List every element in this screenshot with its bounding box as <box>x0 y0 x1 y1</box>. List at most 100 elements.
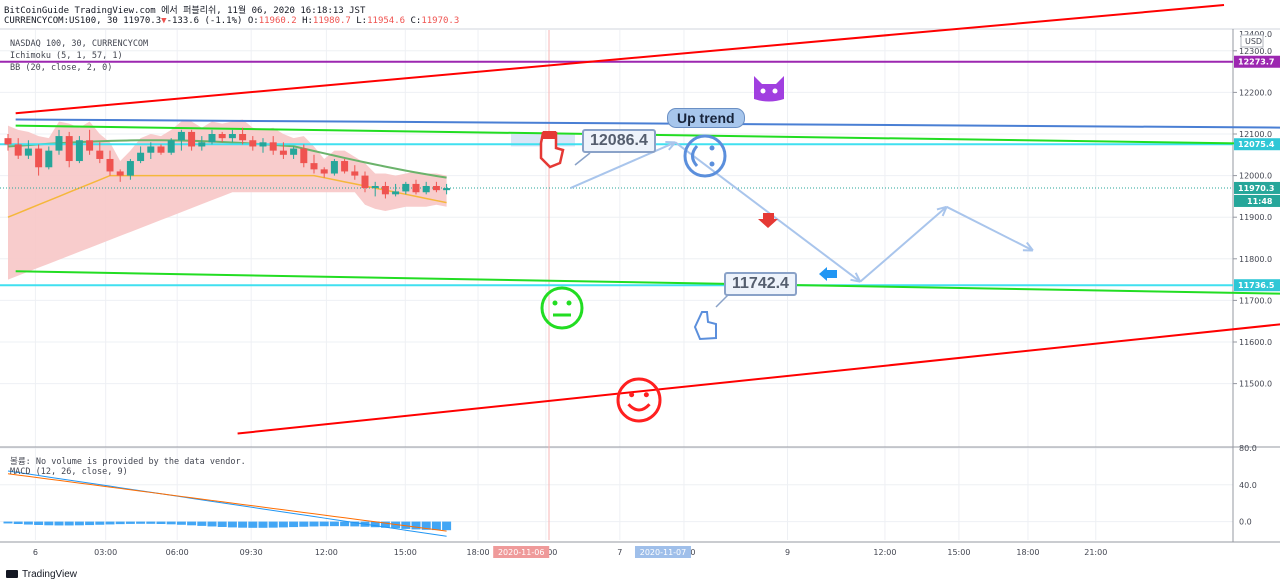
time-tick-5: 15:00 <box>394 548 417 557</box>
red-down-arrow-icon <box>758 213 778 228</box>
macd-pane: 80.0 40.0 0.0 <box>3 444 1257 537</box>
macd-hist-13 <box>136 521 146 524</box>
candle-33 <box>341 158 349 174</box>
macd-hist-41 <box>421 521 431 530</box>
macd-hist-6 <box>64 521 74 526</box>
candle-17 <box>177 129 185 151</box>
trendline-4 <box>15 118 1280 129</box>
candle-2 <box>24 140 32 159</box>
macd-hist-24 <box>248 521 258 528</box>
macd-hist-40 <box>411 521 421 530</box>
indicator-nasdaq[interactable]: NASDAQ 100, 30, CURRENCYCOM <box>10 39 149 49</box>
macd-tick-2: 0.0 <box>1239 518 1252 527</box>
candle-36 <box>371 181 379 197</box>
macd-hist-32 <box>329 521 339 527</box>
macd-hist-14 <box>146 521 156 524</box>
price-label-0: 12273.7 <box>1238 58 1274 67</box>
macd-hist-34 <box>350 521 360 527</box>
macd-hist-16 <box>166 521 176 525</box>
macd-hist-43 <box>442 521 452 531</box>
cat-face-icon <box>754 76 784 102</box>
macd-hist-37 <box>380 521 390 528</box>
candle-35 <box>361 171 369 193</box>
candle-18 <box>188 129 196 151</box>
currency-label: USD <box>1245 37 1262 46</box>
callout-pointer-2 <box>715 294 729 308</box>
candle-38 <box>392 183 400 197</box>
time-tick-13: 18:00 <box>1016 548 1039 557</box>
callout-11742[interactable]: 11742.4 <box>724 272 797 296</box>
price-label-3: 11736.5 <box>1238 281 1275 290</box>
ohlc-header: CURRENCYCOM:US100, 30 11970.3▼-133.6 (-1… <box>4 16 460 26</box>
time-tick-4: 12:00 <box>315 548 338 557</box>
macd-hist-19 <box>197 521 207 526</box>
ichimoku-cloud <box>8 119 447 280</box>
time-tick-8: 7 <box>617 548 622 557</box>
candles <box>4 127 451 199</box>
candle-21 <box>218 131 226 143</box>
candle-10 <box>106 150 114 176</box>
projection-arrowhead-0 <box>665 140 677 151</box>
price-label-1: 12075.4 <box>1238 140 1275 149</box>
candle-9 <box>96 142 104 164</box>
macd-hist-3 <box>34 521 44 525</box>
candle-40 <box>412 179 420 195</box>
time-tick-6: 18:00 <box>467 548 490 557</box>
projection-arrowhead-1 <box>850 272 862 283</box>
macd-hist-38 <box>391 521 401 529</box>
macd-hist-20 <box>207 521 217 527</box>
price-axis: 12300.0 12200.0 12100.0 12000.0 11900.0 11800… <box>1233 30 1272 389</box>
time-tick-12: 15:00 <box>947 548 970 557</box>
macd-line <box>7 470 447 537</box>
countdown-label: 11:48 <box>1247 197 1273 206</box>
price-tick-3: 12000.0 <box>1239 172 1272 181</box>
candle-31 <box>320 167 328 178</box>
candle-25 <box>259 138 267 153</box>
macd-hist-36 <box>370 521 380 528</box>
macd-label[interactable]: MACD (12, 26, close, 9) <box>10 467 128 477</box>
macd-hist-27 <box>278 521 288 528</box>
change-down-icon: ▼ <box>161 16 167 26</box>
candle-0 <box>4 134 12 151</box>
macd-hist-17 <box>176 521 186 525</box>
time-tick-3: 09:30 <box>240 548 263 557</box>
macd-hist-42 <box>431 521 441 531</box>
projection-arrow-1 <box>674 141 861 283</box>
price-tick-6: 11700.0 <box>1239 296 1272 305</box>
macd-hist-4 <box>44 521 54 526</box>
publish-header: BitCoinGuide TradingView.com 에서 퍼블리쉬, 11… <box>4 3 365 16</box>
price-label-bg-0 <box>1234 55 1280 68</box>
price-tick-2: 12100.0 <box>1239 130 1272 139</box>
macd-hist-8 <box>85 521 95 526</box>
macd-hist-15 <box>156 521 166 524</box>
candle-5 <box>55 129 63 155</box>
candle-24 <box>249 136 257 151</box>
hand-down-icon <box>539 131 565 169</box>
callout-12086[interactable]: 12086.4 <box>582 129 656 153</box>
date-highlight-1: 2020-11-07 <box>640 548 687 557</box>
up-trend-bubble[interactable]: Up trend <box>667 108 745 128</box>
close-value: 11970.3 <box>421 16 460 26</box>
candle-8 <box>86 129 94 155</box>
macd-signal-line <box>7 473 447 532</box>
macd-hist-29 <box>299 521 309 527</box>
macd-hist-11 <box>115 521 125 525</box>
price-label-bg-1 <box>1234 138 1280 151</box>
time-tick-10: 9 <box>785 548 790 557</box>
indicator-bb[interactable]: BB (20, close, 2, 0) <box>10 63 113 73</box>
open-value: 11960.2 <box>258 16 297 26</box>
trendline-1 <box>15 124 1280 145</box>
candle-27 <box>279 142 287 159</box>
candle-7 <box>75 136 83 164</box>
callout-pointer-1 <box>574 152 591 166</box>
candle-15 <box>157 144 165 155</box>
indicator-ichimoku[interactable]: Ichimoku (5, 1, 57, 1) <box>10 51 123 61</box>
macd-hist-7 <box>74 521 84 526</box>
candle-23 <box>239 127 247 145</box>
sideways-smile-icon <box>683 134 727 178</box>
date-highlight-bg-0 <box>493 546 550 558</box>
candle-13 <box>137 146 145 164</box>
macd-hist-39 <box>401 521 411 529</box>
macd-tick-0: 80.0 <box>1239 444 1257 453</box>
